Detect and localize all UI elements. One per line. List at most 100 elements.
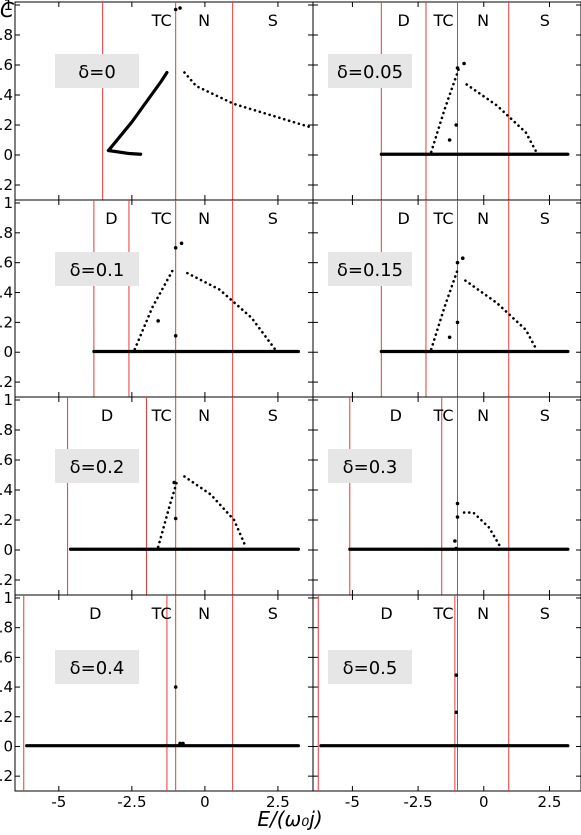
y-tick-label: 0.8 (0, 619, 13, 637)
delta-label-box (55, 54, 139, 88)
y-tick-label: 0.8 (0, 224, 13, 242)
x-tick-label: 0 (200, 793, 210, 811)
panel-frame (312, 1, 581, 201)
y-tick-label: 0.4 (0, 678, 13, 696)
panel-frame (14, 396, 314, 596)
x-tick-label: -2.5 (403, 793, 432, 811)
y-tick-label: 1 (3, 589, 13, 607)
y-tick-label: 1 (3, 194, 13, 212)
panel-3: D TC N Sδ=0.15 (312, 199, 581, 398)
data-point (447, 335, 452, 340)
dotted-series (429, 268, 459, 351)
region-label: D (105, 209, 117, 228)
data-point (172, 480, 177, 485)
region-label: TC (433, 604, 454, 623)
region-label: S (540, 604, 550, 623)
delta-label: δ=0.05 (337, 62, 403, 83)
data-point (454, 123, 458, 127)
panels-group: 1 0.8 0.6 0.4 0.2 0 -0.2 TC N Sδ=0 D TC N Sδ=0.05 1 0.8… (0, 0, 581, 811)
panel-2: 1 0.8 0.6 0.4 0.2 0 -0.2 D TC N Sδ=0.1 (0, 194, 314, 398)
delta-label-box (328, 449, 412, 483)
dotted-series (186, 271, 277, 351)
delta-label: δ=0.3 (343, 457, 398, 478)
y-tick-label: 0 (3, 737, 13, 755)
delta-label-box (55, 252, 139, 286)
region-label: N (477, 604, 489, 623)
panel-6: 1 0.8 0.6 0.4 0.2 0 -0.2 -5 -2.5 0 2.5 D TC N Sδ=0.4 (0, 589, 314, 811)
data-point (156, 319, 160, 323)
dotted-series (464, 279, 538, 351)
delta-label: δ=0 (78, 62, 116, 83)
delta-label: δ=0.5 (343, 658, 398, 679)
y-tick-label: 1 (3, 391, 13, 409)
y-tick-label: 0.2 (0, 708, 13, 726)
y-tick-label: 0.6 (0, 254, 13, 272)
panel-1: D TC N Sδ=0.05 (312, 1, 581, 201)
delta-label: δ=0.1 (70, 260, 125, 281)
x-tick-label: -5 (51, 793, 66, 811)
region-label: S (268, 406, 278, 425)
region-label: TC (433, 209, 454, 228)
y-tick-label: -0.2 (0, 176, 13, 194)
region-label: N (198, 604, 210, 623)
data-point (173, 334, 178, 338)
region-label: S (268, 209, 278, 228)
dotted-series (465, 83, 538, 154)
y-tick-label: 0 (3, 343, 13, 361)
region-label: D (397, 11, 409, 30)
dense-series (106, 70, 169, 153)
data-point (454, 710, 458, 715)
data-point (173, 245, 178, 250)
x-tick-label: -5 (345, 793, 360, 811)
y-tick-label: -0.2 (0, 767, 13, 785)
data-point (455, 515, 460, 519)
dense-series (106, 148, 143, 156)
panel-4: 1 0.8 0.6 0.4 0.2 0 -0.2 D TC N Sδ=0.2 (0, 391, 314, 596)
y-tick-label: -0.2 (0, 571, 13, 589)
region-label: S (540, 11, 550, 30)
delta-label-box (55, 650, 139, 684)
region-label: D (101, 406, 113, 425)
y-tick-label: 0.2 (0, 511, 13, 529)
data-point (447, 138, 452, 142)
region-label: TC (433, 11, 454, 30)
region-label: D (397, 209, 409, 228)
data-point (178, 741, 182, 746)
delta-label: δ=0.15 (337, 260, 403, 281)
region-label: D (390, 406, 402, 425)
data-point (455, 66, 460, 70)
y-tick-label: 0 (3, 146, 13, 164)
dotted-series (133, 268, 175, 351)
y-tick-label: 0.6 (0, 56, 13, 74)
data-point (455, 260, 460, 265)
region-label: TC (433, 406, 454, 425)
data-point (460, 256, 465, 261)
y-tick-label: 0 (3, 541, 13, 559)
region-label: S (268, 604, 278, 623)
region-label: N (477, 406, 489, 425)
region-label: N (198, 406, 210, 425)
delta-label-box (55, 449, 139, 483)
data-point (455, 501, 460, 506)
region-label: D (89, 604, 101, 623)
data-point (173, 7, 178, 12)
delta-label: δ=0.2 (70, 457, 125, 478)
panel-0: 1 0.8 0.6 0.4 0.2 0 -0.2 TC N Sδ=0 (0, 0, 315, 201)
data-point (178, 6, 182, 10)
panel-7: -5 -2.5 0 2.5 D TC N Sδ=0.5 (312, 594, 581, 811)
y-tick-label: 0.6 (0, 451, 13, 469)
panel-frame (14, 594, 314, 792)
y-tick-label: 0.4 (0, 481, 13, 499)
dotted-series (429, 63, 462, 154)
x-tick-label: -2.5 (117, 793, 146, 811)
data-point (179, 241, 184, 246)
region-label: N (198, 209, 210, 228)
data-point (173, 685, 178, 689)
y-tick-label: 0.8 (0, 26, 13, 44)
y-tick-label: 0.8 (0, 421, 13, 439)
region-label: TC (151, 209, 172, 228)
region-label: N (477, 11, 489, 30)
dotted-series (156, 479, 179, 549)
data-point (173, 516, 178, 521)
region-label: S (540, 209, 550, 228)
